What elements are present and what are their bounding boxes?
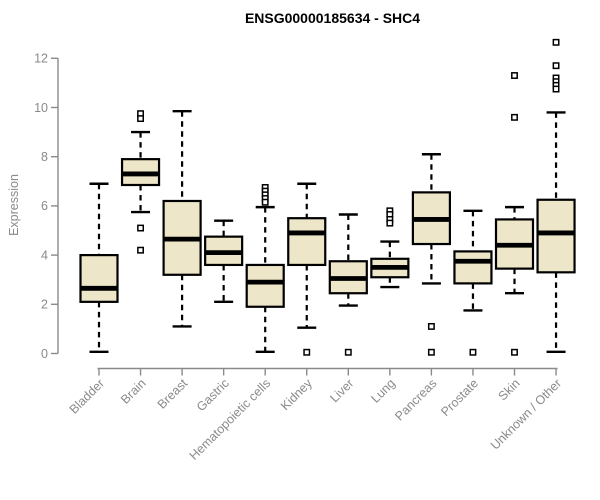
boxplot-breast [162, 109, 202, 328]
outlier-point [386, 219, 394, 227]
x-tick-label-bladder: Bladder [67, 376, 107, 416]
outlier-point [137, 246, 145, 254]
outlier-point [511, 348, 518, 356]
outlier-point [137, 224, 145, 232]
outlier-point [427, 348, 435, 356]
outlier-point [552, 62, 560, 70]
x-tick-label-breast: Breast [155, 376, 191, 412]
boxplot-unknown-other [536, 38, 576, 353]
outlier-point [511, 72, 518, 79]
outlier-point [552, 85, 560, 93]
boxplot-bladder [79, 182, 119, 353]
y-tick-label: 0 [41, 347, 48, 361]
outlier-point [552, 38, 560, 46]
outlier-point [303, 348, 311, 356]
boxplot-prostate [453, 209, 493, 356]
outlier-point [137, 115, 145, 123]
chart-title: ENSG00000185634 - SHC4 [244, 10, 421, 26]
x-tick-label-prostate: Prostate [438, 376, 481, 419]
y-tick-label: 6 [41, 199, 48, 213]
outlier-point [469, 348, 477, 356]
x-tick-label-brain: Brain [118, 376, 149, 407]
outlier-point [427, 322, 435, 330]
boxplot-skin [494, 72, 535, 356]
boxplot-lung [370, 207, 410, 289]
x-tick-label-unknown-other: Unknown / Other [488, 376, 564, 452]
y-axis: 0 2 4 6 8 10 12 [34, 52, 59, 361]
boxplot-liver [328, 213, 368, 356]
outlier-point [261, 198, 269, 206]
outlier-point [344, 348, 352, 356]
boxplot-gastric [204, 219, 244, 304]
x-tick-label-gastric: Gastric [194, 376, 232, 414]
y-tick-label: 4 [41, 248, 48, 262]
y-tick-label: 2 [41, 298, 48, 312]
boxplot-pancreas [411, 153, 451, 356]
x-tick-label-lung: Lung [368, 376, 398, 406]
outlier-point [511, 113, 518, 121]
x-tick-label-kidney: Kidney [278, 376, 315, 413]
y-tick-label: 12 [34, 52, 48, 66]
boxplot-hematopoietic-cells [245, 184, 285, 353]
y-tick-label: 8 [41, 150, 48, 164]
x-tick-label-liver: Liver [327, 376, 356, 405]
boxplot-brain [120, 110, 161, 254]
x-tick-label-pancreas: Pancreas [392, 376, 439, 423]
boxplot-kidney [287, 182, 327, 356]
x-tick-label-hematopoietic-cells: Hematopoietic cells [187, 376, 274, 463]
x-tick-label-skin: Skin [496, 376, 523, 403]
y-tick-label: 10 [34, 101, 48, 115]
